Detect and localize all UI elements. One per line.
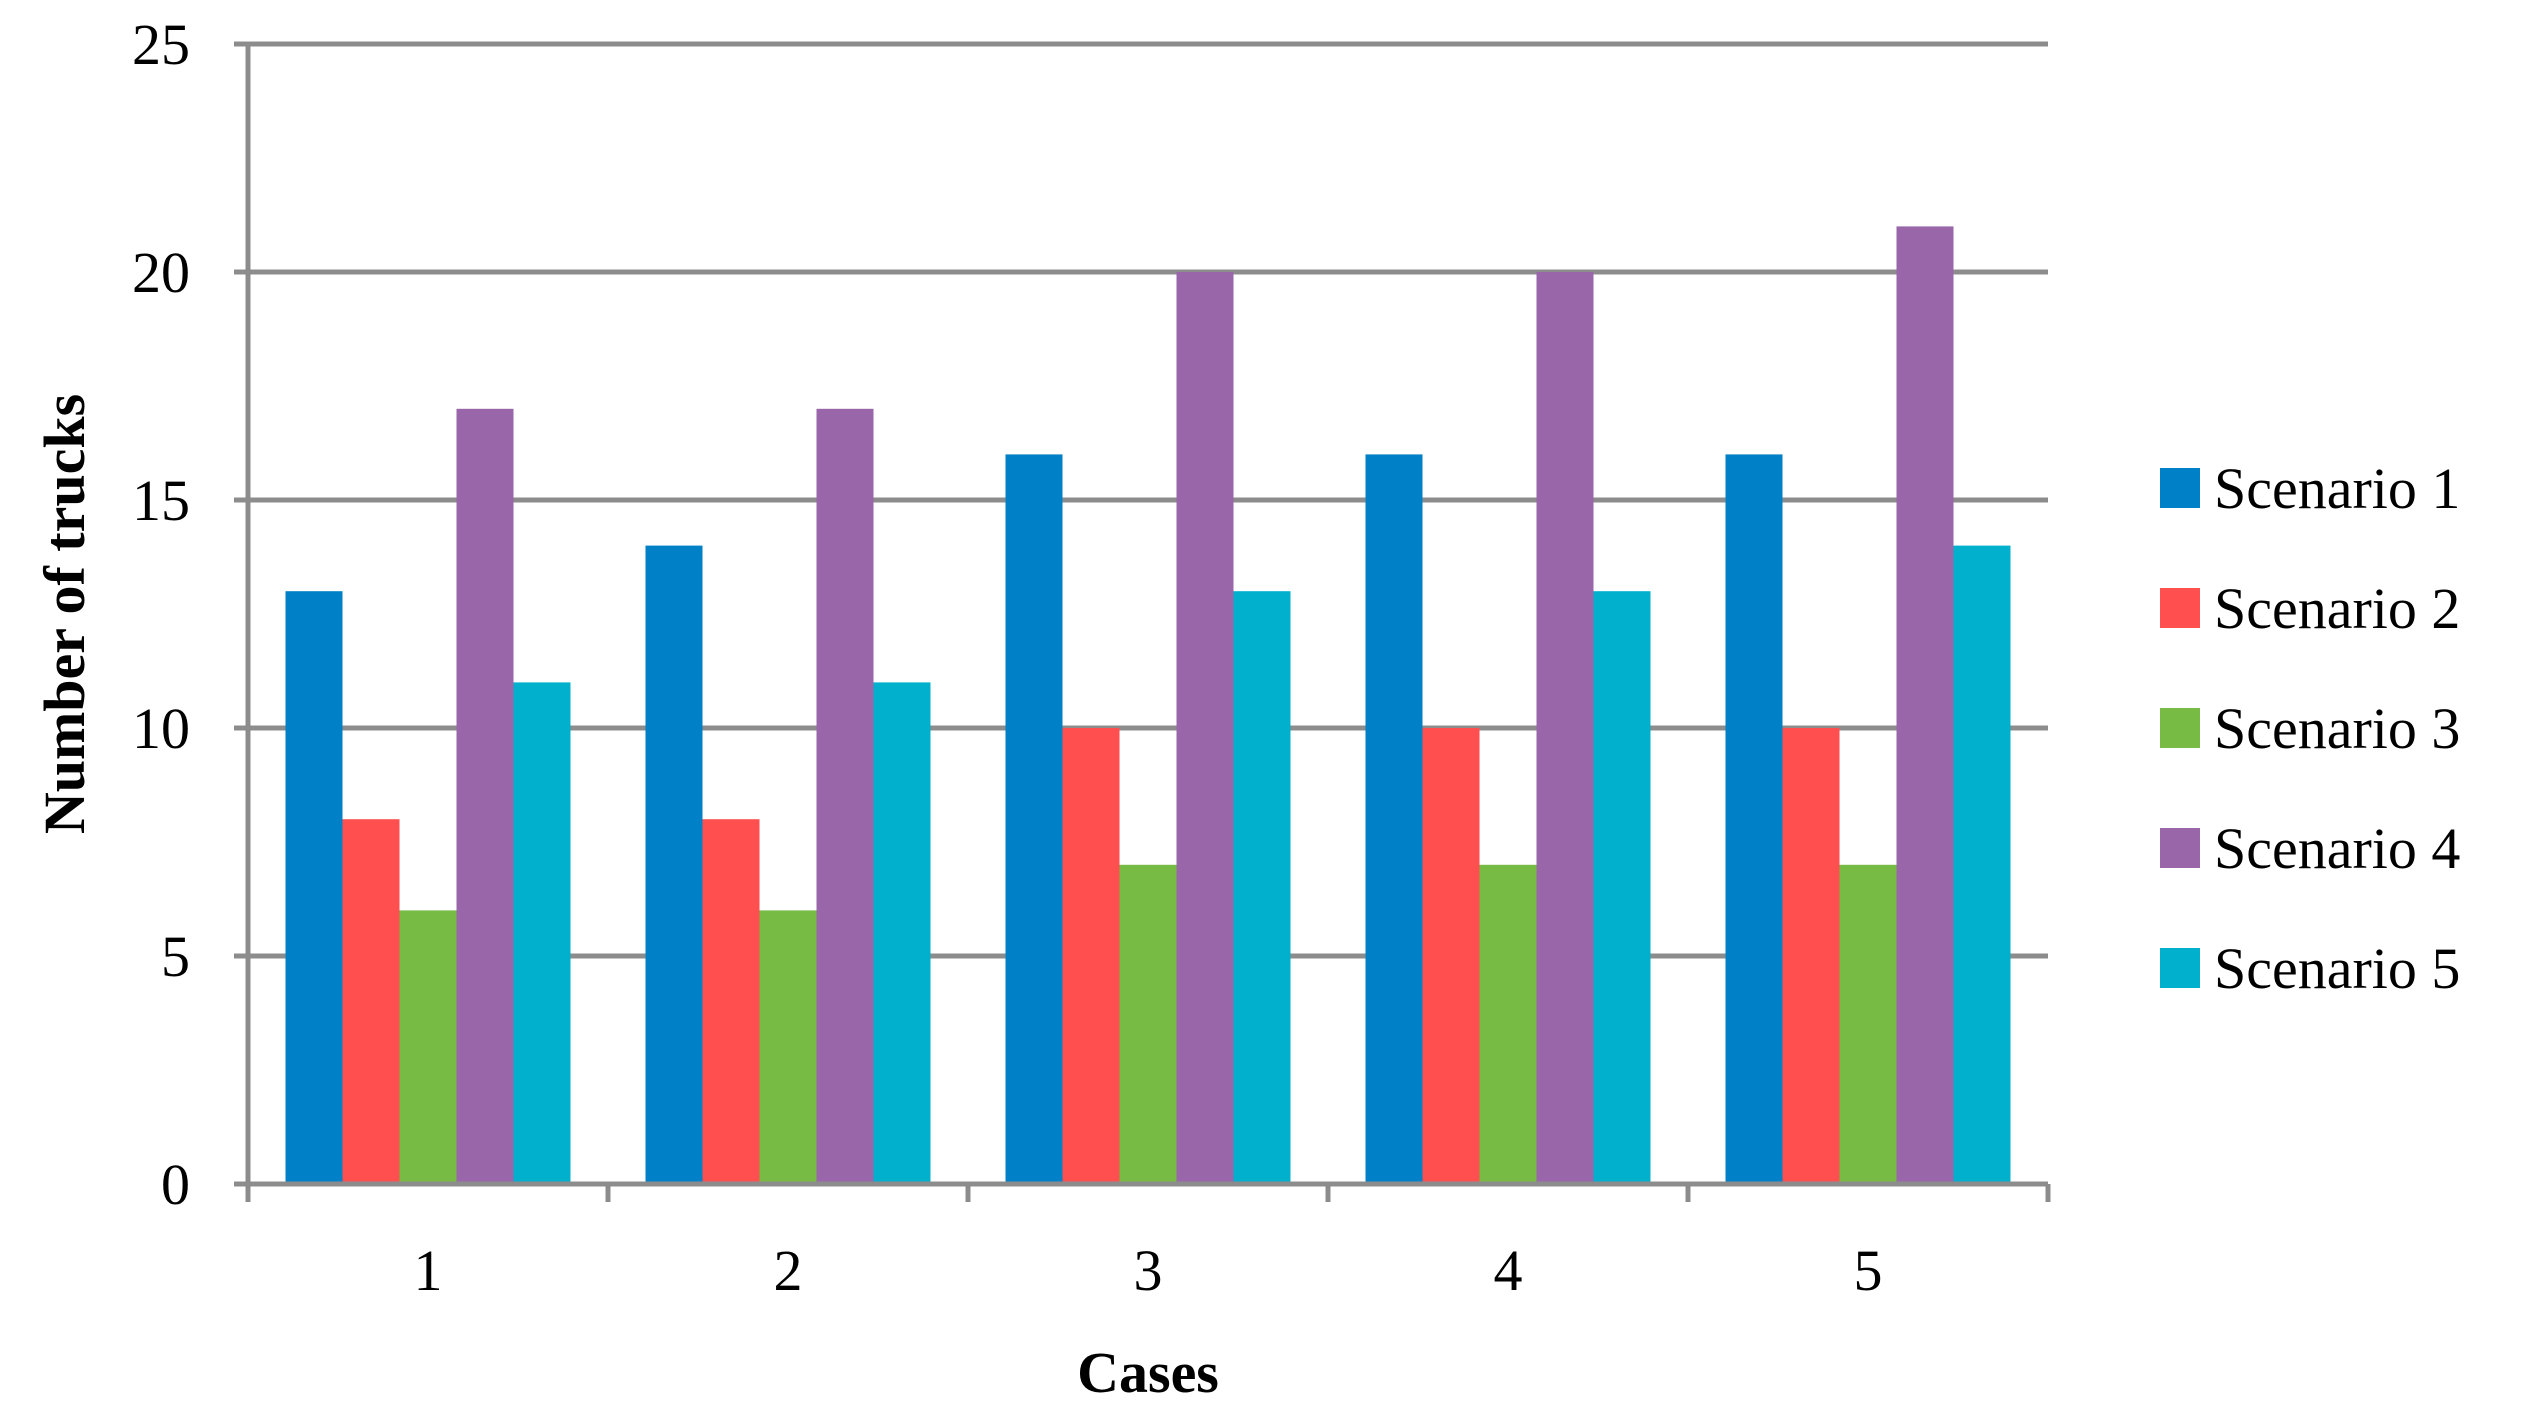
legend-label-3: Scenario 3: [2214, 696, 2460, 761]
y-tick-label: 20: [132, 240, 190, 305]
bar-scenario-2-case-1: [342, 819, 400, 1184]
bar-scenario-1-case-2: [645, 545, 703, 1184]
bar-scenario-4-case-2: [816, 408, 874, 1184]
bar-scenario-3-case-4: [1479, 864, 1537, 1184]
legend-swatch-3: [2160, 708, 2200, 748]
bar-scenario-5-case-4: [1593, 591, 1651, 1184]
bar-scenario-2-case-4: [1422, 728, 1480, 1184]
bar-scenario-4-case-1: [456, 408, 514, 1184]
bar-scenario-4-case-4: [1536, 272, 1594, 1184]
legend-swatch-5: [2160, 948, 2200, 988]
legend-swatch-4: [2160, 828, 2200, 868]
x-tick-label: 3: [1134, 1238, 1163, 1303]
legend-swatch-1: [2160, 468, 2200, 508]
legend-label-5: Scenario 5: [2214, 936, 2460, 1001]
bar-scenario-1-case-5: [1725, 454, 1783, 1184]
bar-scenario-2-case-5: [1782, 728, 1840, 1184]
y-tick-label: 10: [132, 696, 190, 761]
bar-scenario-4-case-5: [1896, 226, 1954, 1184]
bar-scenario-5-case-2: [873, 682, 931, 1184]
legend-swatch-2: [2160, 588, 2200, 628]
x-tick-label: 2: [774, 1238, 803, 1303]
bar-scenario-3-case-3: [1119, 864, 1177, 1184]
bars: [285, 226, 2011, 1184]
bar-scenario-1-case-3: [1005, 454, 1063, 1184]
bar-scenario-1-case-1: [285, 591, 343, 1184]
bar-scenario-3-case-5: [1839, 864, 1897, 1184]
bar-scenario-3-case-1: [399, 910, 457, 1184]
x-tick-label: 1: [414, 1238, 443, 1303]
x-tick-labels: 1 2 3 4 5: [414, 1238, 1883, 1303]
bar-scenario-5-case-5: [1953, 545, 2011, 1184]
y-axis-title: Number of trucks: [32, 394, 97, 834]
bar-scenario-2-case-3: [1062, 728, 1120, 1184]
y-tick-label: 25: [132, 12, 190, 77]
y-tick-labels: 0 5 10 15 20 25: [132, 12, 190, 1217]
bar-scenario-5-case-1: [513, 682, 571, 1184]
y-tick-label: 15: [132, 468, 190, 533]
y-tick-label: 5: [161, 924, 190, 989]
bar-scenario-3-case-2: [759, 910, 817, 1184]
bar-scenario-5-case-3: [1233, 591, 1291, 1184]
legend-label-1: Scenario 1: [2214, 456, 2460, 521]
y-tick-label: 0: [161, 1152, 190, 1217]
legend: Scenario 1 Scenario 2 Scenario 3 Scenario 4…: [2160, 456, 2460, 1001]
bar-scenario-4-case-3: [1176, 272, 1234, 1184]
bar-scenario-1-case-4: [1365, 454, 1423, 1184]
x-axis-title: Cases: [1077, 1340, 1219, 1405]
axes: [234, 41, 2051, 1202]
bar-scenario-2-case-2: [702, 819, 760, 1184]
legend-label-2: Scenario 2: [2214, 576, 2460, 641]
legend-label-4: Scenario 4: [2214, 816, 2460, 881]
x-tick-label: 5: [1854, 1238, 1883, 1303]
x-tick-label: 4: [1494, 1238, 1523, 1303]
